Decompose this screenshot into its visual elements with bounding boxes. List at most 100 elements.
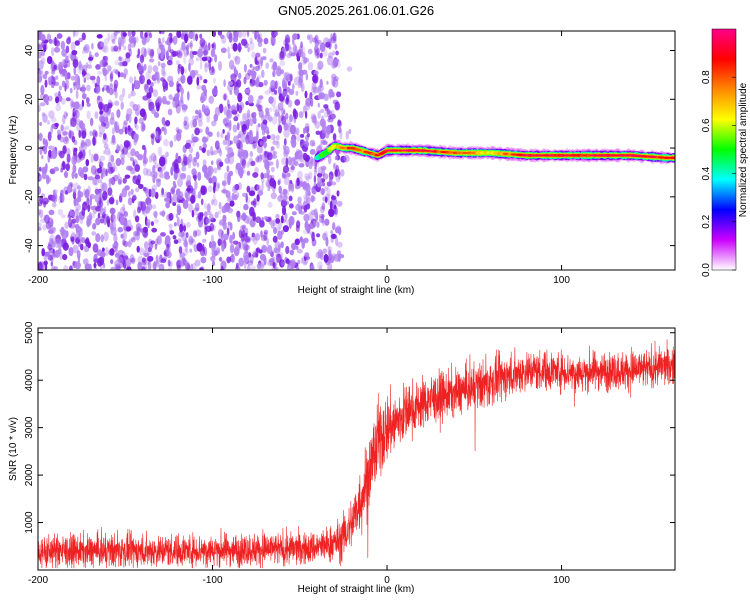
noise-speck	[299, 237, 304, 243]
noise-speck	[263, 151, 270, 158]
noise-speck	[255, 248, 259, 258]
noise-speck	[42, 197, 48, 202]
noise-speck	[143, 48, 147, 58]
noise-speck	[81, 32, 86, 41]
noise-speck	[95, 85, 100, 95]
noise-speck	[47, 254, 53, 261]
ridge-blob	[609, 154, 615, 156]
noise-speck	[224, 157, 231, 164]
noise-speck	[159, 254, 163, 263]
noise-speck	[211, 120, 217, 127]
noise-speck	[190, 194, 196, 204]
noise-speck	[201, 136, 209, 143]
noise-speck	[308, 171, 313, 180]
noise-speck	[330, 230, 334, 235]
noise-speck	[62, 254, 68, 261]
noise-speck	[110, 266, 116, 270]
noise-speck	[289, 249, 294, 256]
noise-speck	[62, 131, 68, 136]
noise-speck	[168, 267, 172, 270]
noise-speck	[277, 180, 281, 186]
noise-speck	[81, 130, 87, 139]
noise-speck	[162, 99, 168, 105]
noise-speck	[111, 127, 115, 135]
noise-speck	[295, 148, 301, 156]
noise-speck	[191, 133, 195, 143]
noise-speck	[260, 230, 263, 238]
noise-speck	[148, 86, 154, 94]
noise-speck	[47, 177, 52, 183]
noise-speck	[189, 238, 196, 243]
noise-speck	[69, 209, 73, 217]
noise-speck	[194, 127, 200, 136]
noise-speck	[277, 230, 283, 240]
noise-speck	[211, 260, 216, 267]
noise-speck	[175, 60, 180, 66]
noise-speck	[92, 243, 99, 253]
noise-speck	[332, 78, 336, 87]
noise-speck	[45, 139, 48, 149]
noise-speck	[155, 254, 159, 264]
ridge-blob	[603, 154, 609, 156]
noise-speck	[221, 205, 227, 214]
noise-speck	[163, 127, 167, 136]
noise-speck	[71, 136, 76, 143]
noise-speck	[38, 75, 43, 83]
noise-speck	[284, 42, 289, 52]
ridge-blob	[569, 154, 576, 156]
noise-speck	[59, 136, 66, 143]
noise-speck	[103, 62, 109, 67]
noise-speck	[259, 140, 264, 146]
noise-speck	[233, 56, 238, 61]
noise-speck	[283, 72, 288, 79]
snr-series-line	[38, 339, 675, 569]
noise-speck	[152, 65, 159, 73]
noise-speck	[57, 129, 61, 136]
noise-speck	[283, 138, 287, 146]
noise-speck	[153, 210, 158, 219]
noise-speck	[137, 261, 143, 270]
noise-speck	[304, 126, 310, 134]
noise-speck	[79, 216, 84, 225]
noise-speck	[249, 37, 253, 45]
noise-speck	[203, 50, 208, 55]
noise-speck	[56, 33, 63, 39]
noise-speck	[54, 92, 59, 97]
noise-speck	[62, 114, 66, 125]
noise-speck	[328, 208, 335, 217]
noise-speck	[41, 172, 47, 180]
noise-speck	[54, 238, 61, 245]
noise-speck	[178, 246, 183, 254]
noise-speck	[158, 263, 165, 270]
noise-speck	[99, 215, 105, 224]
noise-speck	[255, 135, 258, 144]
noise-speck	[314, 45, 319, 54]
noise-speck	[61, 49, 67, 57]
noise-speck	[176, 216, 180, 227]
noise-speck	[319, 143, 323, 150]
spectrogram-y-axis-label: Frequency (Hz)	[8, 116, 19, 185]
noise-speck	[60, 40, 66, 50]
noise-speck	[203, 47, 208, 55]
noise-speck	[259, 32, 263, 41]
colorbar-tick-label: 0.0	[701, 263, 712, 277]
noise-speck	[110, 225, 113, 234]
noise-speck	[315, 130, 321, 135]
noise-speck	[273, 226, 278, 235]
noise-speck	[322, 49, 328, 57]
noise-speck	[38, 70, 42, 76]
noise-speck	[256, 155, 260, 163]
noise-speck	[302, 152, 308, 161]
noise-speck	[286, 38, 291, 45]
noise-speck	[77, 189, 82, 199]
noise-speck	[324, 186, 329, 191]
noise-speck	[253, 31, 260, 41]
noise-speck	[188, 57, 194, 66]
noise-speck	[107, 218, 110, 228]
noise-speck	[45, 163, 48, 171]
noise-speck	[322, 232, 327, 241]
noise-speck	[114, 260, 120, 269]
noise-speck	[261, 176, 265, 184]
noise-speck	[237, 151, 244, 158]
noise-speck	[168, 213, 174, 221]
